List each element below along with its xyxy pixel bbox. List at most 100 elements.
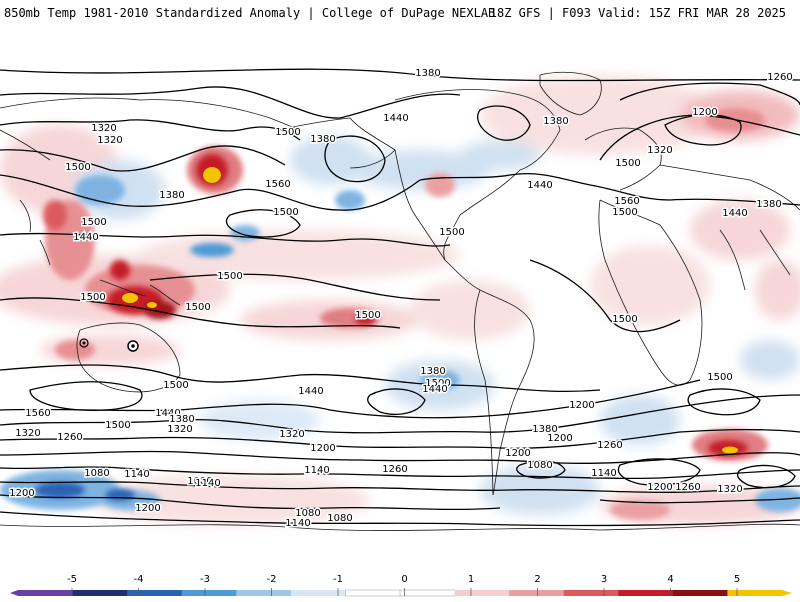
contour-label: 1440 [722, 208, 747, 219]
anomaly-shading [0, 75, 800, 525]
colorbar-min-arrow [10, 590, 18, 596]
contour-label: 1140 [304, 465, 329, 476]
contour-label: 1080 [327, 513, 352, 524]
colorbar-tick-label: 0 [401, 574, 407, 585]
contour-label: 1320 [167, 424, 192, 435]
contour-label: 1500 [163, 380, 188, 391]
contour-label: 1440 [422, 384, 447, 395]
contour-label: 1260 [597, 440, 622, 451]
contour-label: 1500 [355, 310, 380, 321]
contour-label: 1080 [84, 468, 109, 479]
contour-label: 1380 [420, 366, 445, 377]
contour-label: 1260 [767, 72, 792, 83]
contour-label: 1200 [647, 482, 672, 493]
contour-label: 1320 [97, 135, 122, 146]
contour-label: 1440 [298, 386, 323, 397]
contour-label: 1500 [707, 372, 732, 383]
contour-label: 1380 [310, 134, 335, 145]
contour-label: 1380 [415, 68, 440, 79]
colorbar-scale: -5 -4 -3 -2 -1 0 1 2 3 4 5 [10, 574, 792, 597]
contour-label: 1500 [439, 227, 464, 238]
contour-label: 1380 [169, 414, 194, 425]
anomaly-map: 1380 126013201380150014401380150013201560… [0, 30, 800, 550]
contour-label: 1500 [612, 314, 637, 325]
contour-label: 1260 [675, 482, 700, 493]
contour-label: 1500 [185, 302, 210, 313]
contour-label: 1080 [295, 508, 320, 519]
colorbar-swatch [127, 590, 183, 596]
colorbar-tick-label: -4 [134, 574, 144, 585]
colorbar-swatch [509, 590, 565, 596]
height-contours [0, 68, 800, 527]
contour-label: 1500 [217, 271, 242, 282]
colorbar-tick-label: -1 [333, 574, 343, 585]
colorbar-tick-label: 5 [734, 574, 740, 585]
contour-label: 1200 [569, 400, 594, 411]
colorbar-swatch [672, 590, 728, 596]
map-title: 850mb Temp 1981-2010 Standardized Anomal… [4, 6, 496, 20]
contour-label: 1080 [527, 460, 552, 471]
contour-label: 1320 [279, 429, 304, 440]
contour-label: 1200 [9, 488, 34, 499]
contour-label: 1380 [756, 199, 781, 210]
contour-label: 1500 [275, 127, 300, 138]
contour-label: 1080 [187, 476, 212, 487]
colorbar-max-arrow [782, 590, 792, 596]
contour-label: 1440 [383, 113, 408, 124]
contour-label: 1320 [647, 145, 672, 156]
contour-label: 1500 [80, 292, 105, 303]
contour-label: 1140 [591, 468, 616, 479]
colorbar-swatch [454, 590, 510, 596]
contour-label: 1380 [159, 190, 184, 201]
colorbar-swatch [290, 590, 346, 596]
contour-label: 1260 [382, 464, 407, 475]
contour-label: 1200 [310, 443, 335, 454]
colorbar-swatch [345, 589, 401, 597]
contour-label: 1140 [124, 469, 149, 480]
contour-label: 1500 [65, 162, 90, 173]
contour-label: 1560 [614, 196, 639, 207]
colorbar-swatch [399, 589, 456, 597]
contour-label: 1200 [505, 448, 530, 459]
colorbar-tick-label: 1 [468, 574, 474, 585]
contour-label: 1500 [81, 217, 106, 228]
colorbar-swatch [727, 590, 783, 596]
contour-labels: 1380 126013201380150014401380150013201560… [8, 67, 794, 531]
colorbar-tick-label: 4 [667, 574, 673, 585]
high-pressure-markers [79, 338, 139, 352]
coastlines [0, 71, 800, 531]
contour-label: 1260 [57, 432, 82, 443]
model-valid-time: 18Z GFS | F093 Valid: 15Z FRI MAR 28 202… [489, 6, 786, 20]
contour-label: 1500 [105, 420, 130, 431]
colorbar-tick-label: -2 [267, 574, 277, 585]
map-panel: 1380 1260 1320 1380 1500 1440 1380 1500 1320 1560… [0, 30, 800, 550]
colorbar-tick-label: 2 [534, 574, 540, 585]
contour-label: 1200 [692, 107, 717, 118]
contour-label: 1500 [615, 158, 640, 169]
colorbar-swatch [18, 590, 74, 596]
contour-label: 1200 [547, 433, 572, 444]
contour-label: 1500 [273, 207, 298, 218]
contour-label: 1380 [543, 116, 568, 127]
contour-label: 1440 [155, 408, 180, 419]
colorbar-swatch [72, 590, 128, 596]
contour-label: 1500 [612, 207, 637, 218]
contour-label: 1140 [195, 478, 220, 489]
contour-label: 1440 [527, 180, 552, 191]
contour-label: 1500 [425, 378, 450, 389]
contour-label: 1560 [25, 408, 50, 419]
colorbar-swatch [236, 590, 292, 596]
colorbar-swatch [181, 590, 237, 596]
contour-label: 1320 [717, 484, 742, 495]
colorbar: -5 -4 -3 -2 -1 0 1 2 3 4 5 [10, 568, 792, 598]
colorbar-tick-label: -3 [200, 574, 210, 585]
colorbar-tick-label: 3 [601, 574, 607, 585]
contour-label: 1320 [15, 428, 40, 439]
contour-label: 1380 [532, 424, 557, 435]
colorbar-swatch [618, 590, 674, 596]
colorbar-swatch [563, 590, 619, 596]
contour-label: 1200 [135, 503, 160, 514]
contour-label: 1440 [73, 232, 98, 243]
contour-label: 1320 [91, 123, 116, 134]
contour-label: 1560 [265, 179, 290, 190]
